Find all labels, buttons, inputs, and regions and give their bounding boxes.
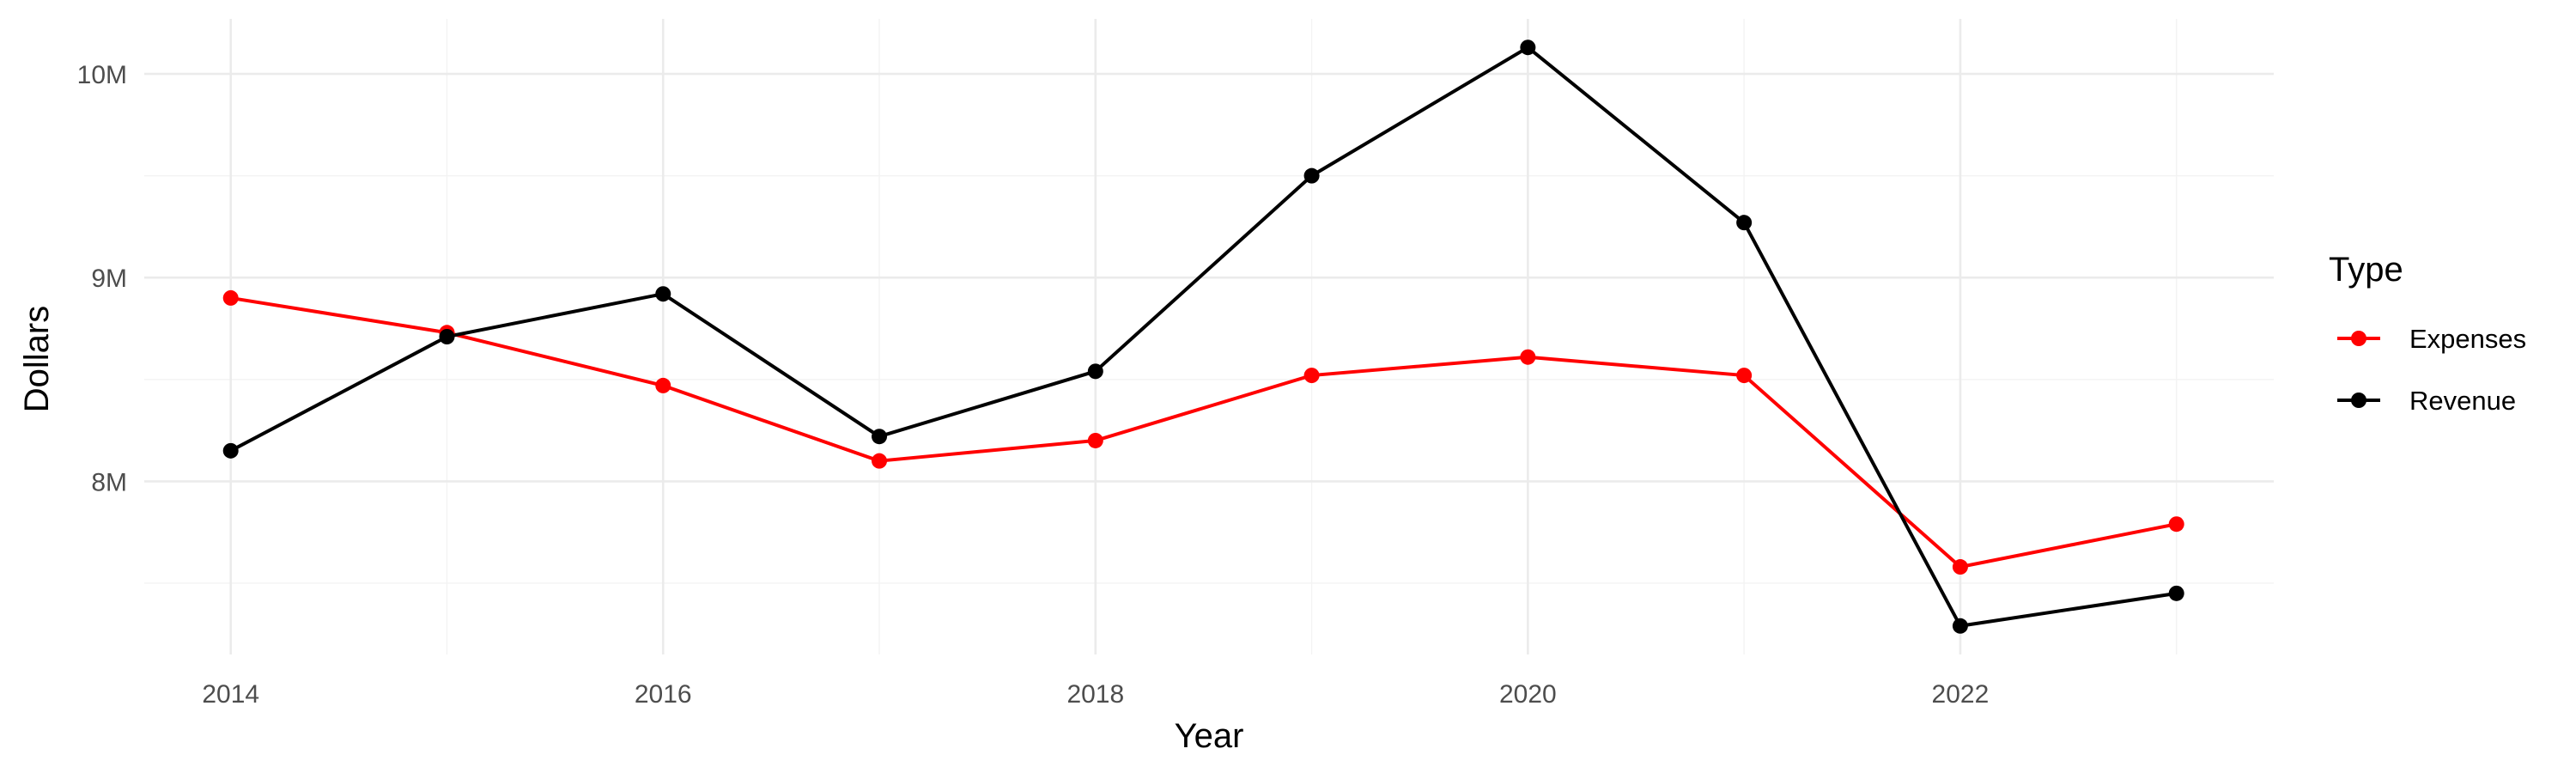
series-line-expenses <box>230 295 2178 569</box>
data-point-revenue <box>439 329 455 344</box>
data-point-revenue <box>1736 215 1753 231</box>
legend-label-expenses: Expenses <box>2409 324 2526 354</box>
legend-item-revenue: Revenue <box>2337 386 2516 416</box>
x-tick-label: 2016 <box>635 680 692 709</box>
data-point-revenue <box>872 429 888 445</box>
data-point-expenses <box>2168 516 2184 533</box>
data-point-expenses <box>1952 559 1968 575</box>
series-line-revenue <box>229 46 2177 628</box>
y-tick-label: 8M <box>91 468 127 496</box>
grid-major <box>144 19 2274 654</box>
data-point-revenue <box>1087 363 1103 380</box>
legend-title: Type <box>2329 251 2403 289</box>
y-axis-title: Dollars <box>18 306 56 412</box>
x-tick-label: 2014 <box>202 680 259 709</box>
data-point-expenses <box>1087 432 1103 448</box>
data-point-revenue <box>1952 618 1968 634</box>
x-axis-title: Year <box>1175 717 1244 755</box>
data-point-expenses <box>655 377 671 393</box>
data-point-revenue <box>2168 585 2184 601</box>
legend-item-expenses: Expenses <box>2337 324 2526 354</box>
data-point-expenses <box>1303 368 1320 384</box>
legend-label-revenue: Revenue <box>2409 386 2516 416</box>
data-point-revenue <box>1303 167 1320 184</box>
y-tick-label: 10M <box>77 61 127 89</box>
data-point-revenue <box>1520 40 1536 56</box>
data-point-revenue <box>655 286 671 302</box>
x-tick-labels: 2014 2016 2018 2020 2022 <box>202 680 1989 709</box>
legend: Type Expenses Revenue <box>2329 251 2526 416</box>
data-point-revenue <box>222 442 239 459</box>
data-point-expenses <box>872 453 888 469</box>
y-tick-label: 9M <box>91 265 127 293</box>
legend-key-marker-revenue <box>2351 393 2366 408</box>
legend-key-marker-expenses <box>2351 331 2366 346</box>
x-tick-label: 2022 <box>1932 680 1990 709</box>
grid-minor <box>144 19 2274 654</box>
series-layer <box>222 40 2184 634</box>
data-point-expenses <box>1520 349 1536 365</box>
y-tick-labels: 8M 9M 10M <box>77 61 127 496</box>
data-point-expenses <box>222 289 239 306</box>
x-tick-label: 2018 <box>1066 680 1124 709</box>
data-point-expenses <box>1736 368 1753 384</box>
x-tick-label: 2020 <box>1499 680 1557 709</box>
